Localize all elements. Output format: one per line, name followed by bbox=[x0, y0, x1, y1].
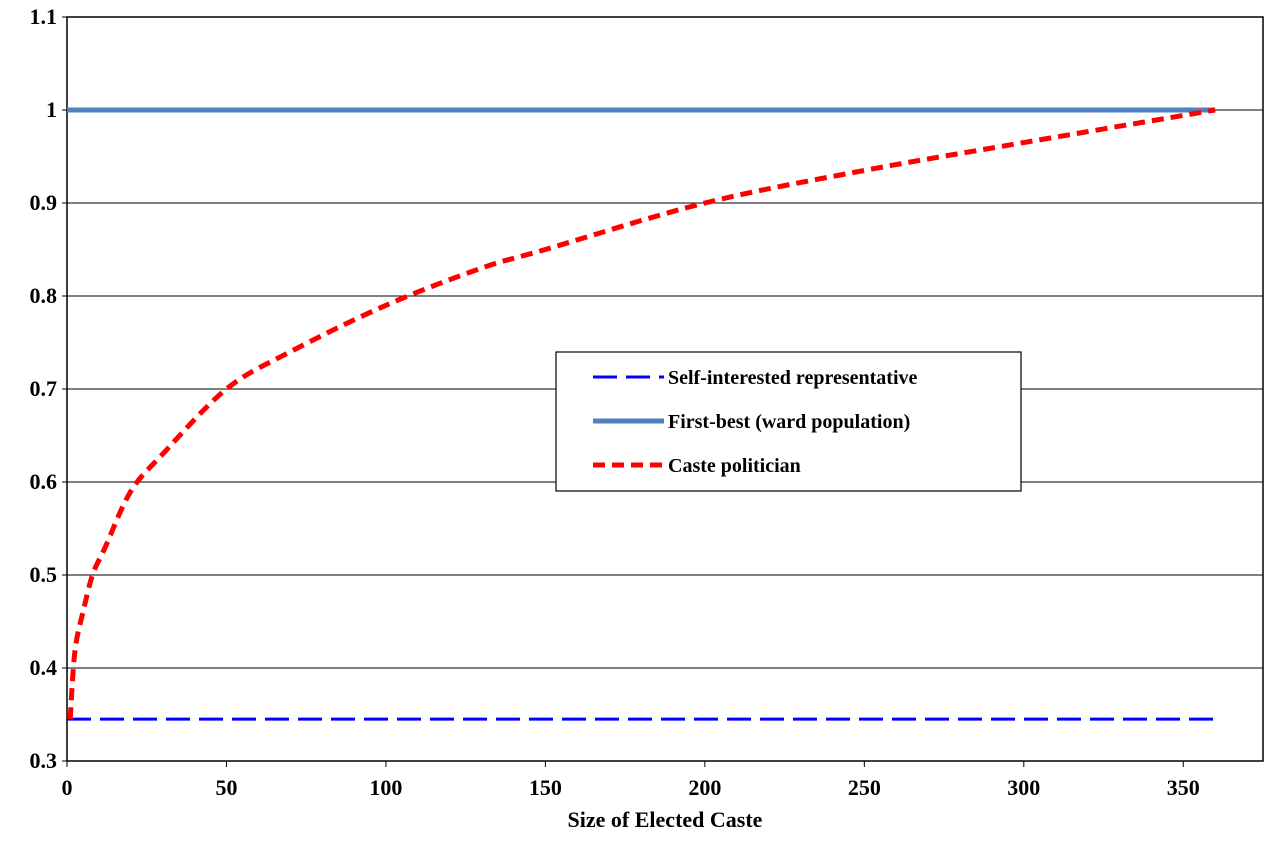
x-tick-label: 250 bbox=[848, 775, 881, 800]
y-tick-label: 0.5 bbox=[30, 562, 58, 587]
y-tick-label: 0.8 bbox=[30, 283, 58, 308]
series-line-3 bbox=[67, 107, 1216, 720]
x-tick-label: 150 bbox=[529, 775, 562, 800]
x-tick-label: 50 bbox=[215, 775, 237, 800]
series-layer bbox=[67, 107, 1216, 721]
y-tick-label: 1.1 bbox=[30, 4, 58, 29]
legend: Self-interested representative First-best… bbox=[555, 351, 1022, 492]
y-tick-label: 0.4 bbox=[30, 655, 58, 680]
y-axis: 0.3 0.4 0.5 0.6 0.7 0.8 0.9 1 1.1 bbox=[30, 4, 67, 773]
legend-entry-label: Self-interested representative bbox=[668, 367, 917, 389]
legend-entry-label: Caste politician bbox=[668, 455, 801, 477]
x-tick-label: 200 bbox=[688, 775, 721, 800]
x-tick-label: 0 bbox=[62, 775, 73, 800]
x-tick-label: 100 bbox=[369, 775, 402, 800]
y-tick-label: 0.3 bbox=[30, 748, 58, 773]
y-tick-label: 1 bbox=[46, 97, 57, 122]
x-tick-label: 350 bbox=[1167, 775, 1200, 800]
x-axis: 0 50 100 150 200 250 300 350 bbox=[62, 761, 1200, 800]
x-axis-title: Size of Elected Caste bbox=[568, 807, 763, 832]
y-tick-label: 0.9 bbox=[30, 190, 58, 215]
legend-entry-label: First-best (ward population) bbox=[668, 411, 910, 433]
x-tick-label: 300 bbox=[1007, 775, 1040, 800]
y-tick-label: 0.6 bbox=[30, 469, 58, 494]
y-tick-label: 0.7 bbox=[30, 376, 58, 401]
